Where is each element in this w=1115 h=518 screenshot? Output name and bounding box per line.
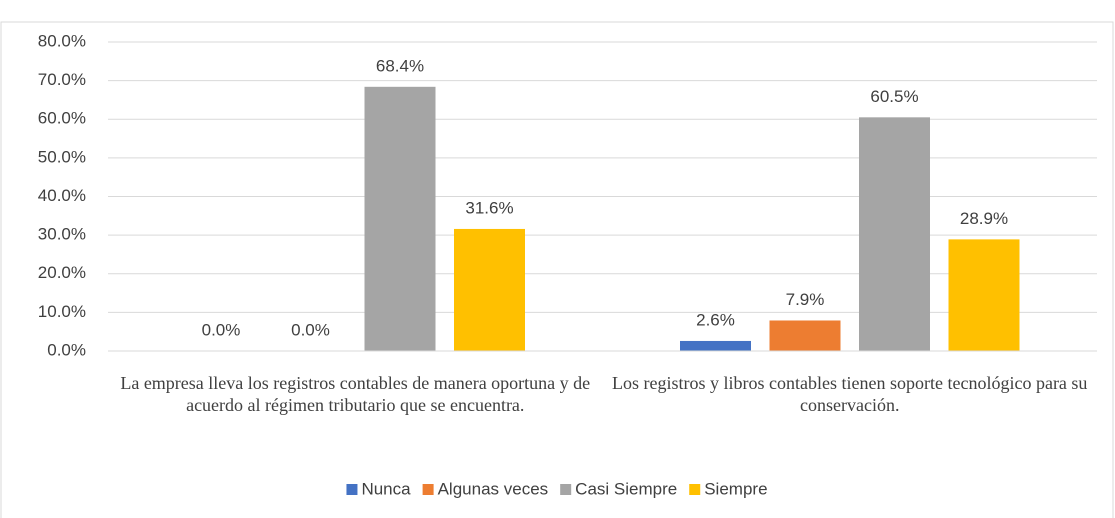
legend-label: Algunas veces: [438, 479, 549, 498]
y-tick-label: 20.0%: [38, 263, 86, 282]
y-tick-label: 10.0%: [38, 302, 86, 321]
bar: [680, 340, 751, 351]
data-label: 31.6%: [465, 198, 513, 217]
y-tick-label: 80.0%: [38, 31, 86, 50]
legend-swatch: [346, 484, 358, 495]
y-tick-label: 60.0%: [38, 109, 86, 128]
y-tick-label: 40.0%: [38, 186, 86, 205]
y-tick-label: 70.0%: [38, 70, 86, 89]
legend-swatch: [689, 484, 701, 495]
data-label: 0.0%: [202, 320, 241, 339]
x-tick-label: La empresa lleva los registros contables…: [120, 373, 591, 415]
bar: [948, 239, 1020, 351]
legend-swatch: [422, 484, 434, 495]
bar: [364, 86, 436, 352]
x-tick-label: Los registros y libros contables tienen …: [612, 373, 1088, 415]
bar: [454, 228, 525, 351]
data-label: 0.0%: [291, 320, 330, 339]
data-label: 7.9%: [786, 290, 825, 309]
data-label: 28.9%: [960, 209, 1008, 228]
y-tick-label: 30.0%: [38, 225, 86, 244]
legend-label: Nunca: [361, 479, 411, 498]
bar: [859, 117, 930, 351]
legend-label: Siempre: [704, 479, 767, 498]
legend-label: Casi Siempre: [575, 479, 677, 498]
data-label: 68.4%: [376, 56, 424, 75]
data-label: 2.6%: [696, 310, 735, 329]
data-label: 60.5%: [870, 87, 918, 106]
chart-frame: [0, 21, 1114, 518]
y-tick-label: 50.0%: [38, 147, 86, 166]
y-tick-label: 0.0%: [47, 340, 86, 359]
legend-swatch: [560, 484, 572, 495]
bar: [769, 320, 841, 351]
